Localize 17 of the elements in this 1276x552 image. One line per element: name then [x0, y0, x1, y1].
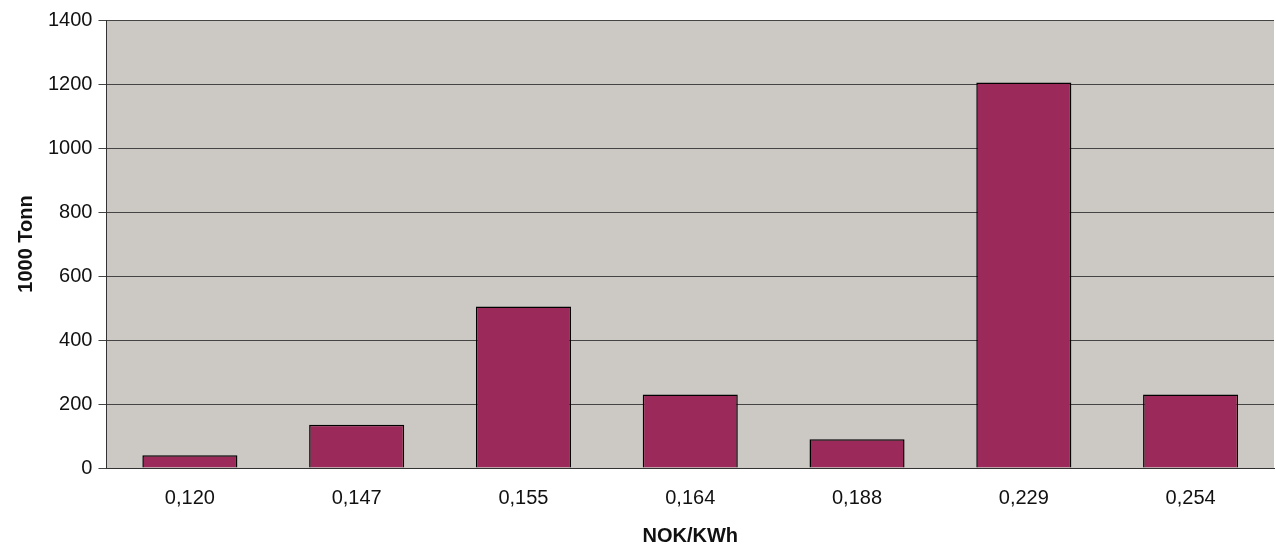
y-tick-label: 400	[59, 327, 93, 350]
y-tick-label: 0	[81, 455, 93, 478]
y-tick-label: 1000	[47, 135, 93, 158]
x-tick-label: 0,164	[665, 485, 716, 508]
y-tick-label: 800	[59, 199, 93, 222]
y-tick-label: 1200	[47, 71, 93, 94]
y-tick-label: 600	[59, 263, 93, 286]
x-tick-label: 0,254	[1165, 485, 1216, 508]
x-tick-label: 0,147	[331, 485, 382, 508]
x-tick-label: 0,188	[832, 485, 883, 508]
x-tick-label: 0,155	[498, 485, 549, 508]
y-tick-label: 1400	[47, 7, 93, 30]
x-tick-label: 0,120	[164, 485, 215, 508]
y-tick-label: 200	[59, 391, 93, 414]
y-axis-title: 1000 Tonn	[13, 195, 36, 293]
x-axis-title: NOK/KWh	[642, 523, 739, 546]
x-tick-label: 0,229	[998, 485, 1049, 508]
